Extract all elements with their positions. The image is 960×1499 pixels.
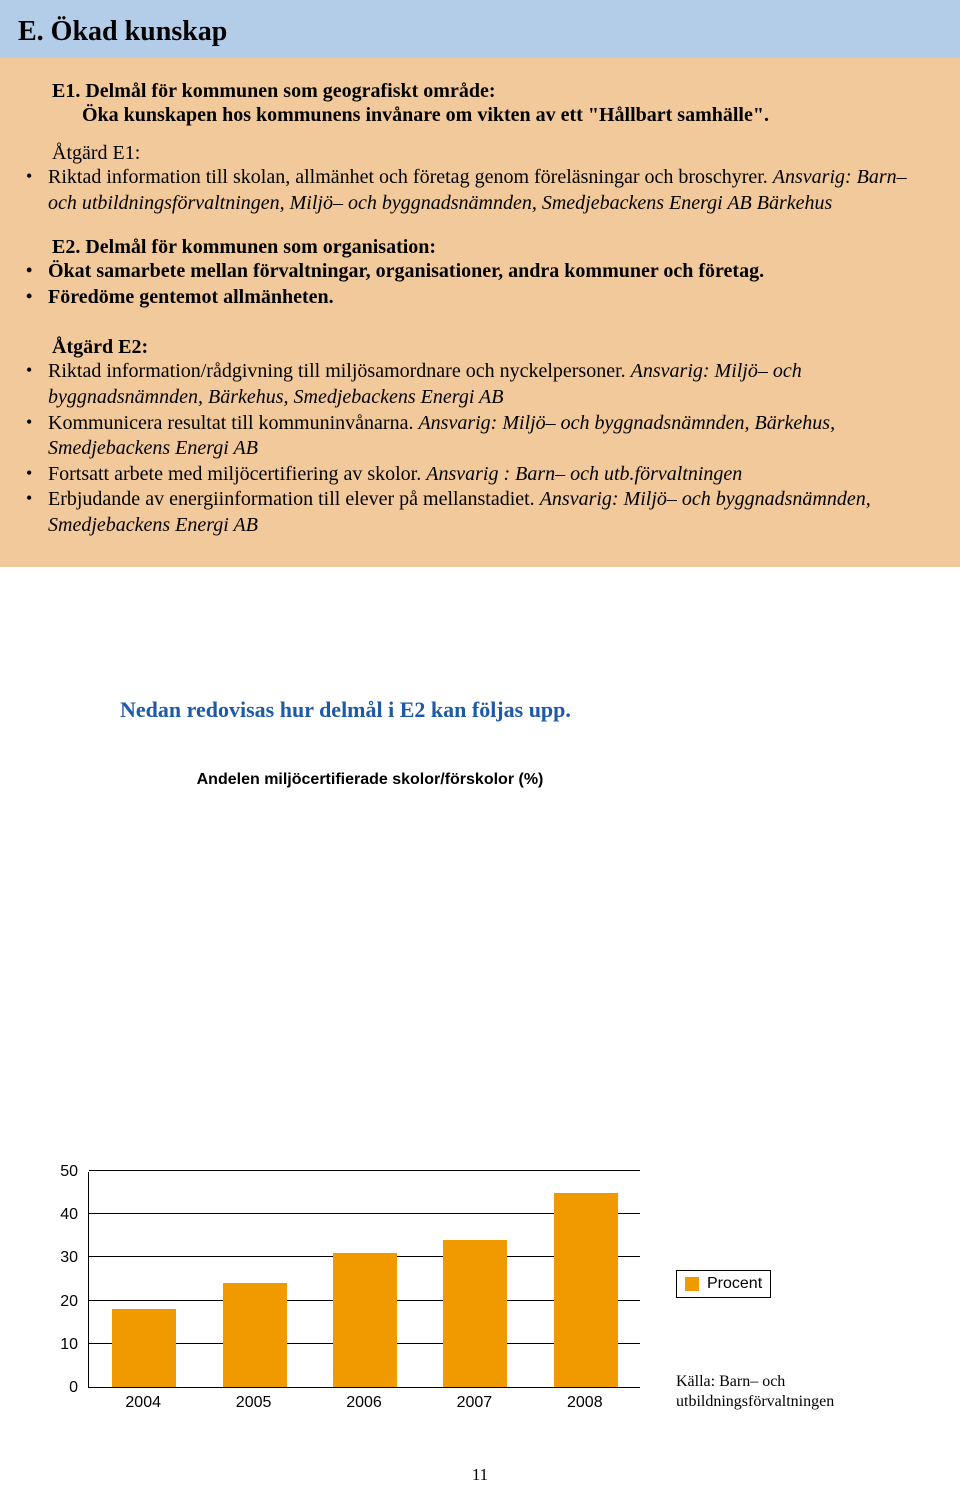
atgard-e2-item: Erbjudande av energiinformation till ele… [18,487,916,538]
chart-plot-area [88,1172,640,1388]
chart-bar [333,1253,397,1387]
atgard-e2-text: Riktad information/rådgivning till miljö… [48,360,631,382]
chart-xtick: 2005 [214,1394,294,1412]
chart-ytick: 20 [22,1293,78,1311]
followup-heading: Nedan redovisas hur delmål i E2 kan följ… [120,697,960,723]
chart-source: Källa: Barn– och utbildningsförvaltninge… [676,1372,906,1412]
atgard-e2-text: Kommunicera resultat till kommuninvånarn… [48,412,418,434]
chart-legend: Procent [676,1270,771,1298]
atgard-e2-text: Fortsatt arbete med miljöcertifiering av… [48,463,426,485]
atgard-e2-item: Kommunicera resultat till kommuninvånarn… [18,411,916,462]
legend-label: Procent [707,1275,762,1293]
legend-swatch [685,1277,699,1291]
chart-ytick: 40 [22,1206,78,1224]
atgard-e2-list: Riktad information/rådgivning till miljö… [18,359,916,538]
bar-chart: Procent Källa: Barn– och utbildningsförv… [22,1172,922,1452]
atgard-e1-item: Riktad information till skolan, allmänhe… [18,165,916,216]
atgard-e2-lead: Åtgärd E2: [52,336,916,359]
chart-xtick: 2008 [545,1394,625,1412]
chart-ytick: 10 [22,1336,78,1354]
e1-lead: E1. Delmål för kommunen som geografiskt … [52,80,916,103]
chart-bar [112,1309,176,1387]
e2-goal-1: Ökat samarbete mellan förvaltningar, org… [18,259,916,285]
chart-xtick: 2007 [434,1394,514,1412]
e1-desc: Öka kunskapen hos kommunens invånare om … [82,103,902,128]
atgard-e2-ansvarig: Ansvarig : Barn– och utb.förvaltningen [426,463,742,485]
chart-bar [443,1240,507,1387]
chart-xtick: 2006 [324,1394,404,1412]
chart-ytick: 0 [22,1379,78,1397]
e2-goal-2: Föredöme gentemot allmänheten. [18,285,916,311]
chart-ytick: 50 [22,1163,78,1181]
section-header: E. Ökad kunskap [0,0,960,58]
section-body: E1. Delmål för kommunen som geografiskt … [0,58,960,567]
page-number: 11 [0,1465,960,1485]
atgard-e2-item: Riktad information/rådgivning till miljö… [18,359,916,410]
atgard-e1-text: Riktad information till skolan, allmänhe… [48,166,773,188]
chart-xtick: 2004 [103,1394,183,1412]
chart-ytick: 30 [22,1249,78,1267]
e2-lead: E2. Delmål för kommunen som organisation… [52,236,916,259]
chart-bar [223,1283,287,1387]
chart-bar [554,1193,618,1387]
atgard-e1-lead: Åtgärd E1: [52,142,916,165]
atgard-e2-text: Erbjudande av energiinformation till ele… [48,488,540,510]
atgard-e2-item: Fortsatt arbete med miljöcertifiering av… [18,462,916,488]
chart-title: Andelen miljöcertifierade skolor/förskol… [197,771,544,788]
